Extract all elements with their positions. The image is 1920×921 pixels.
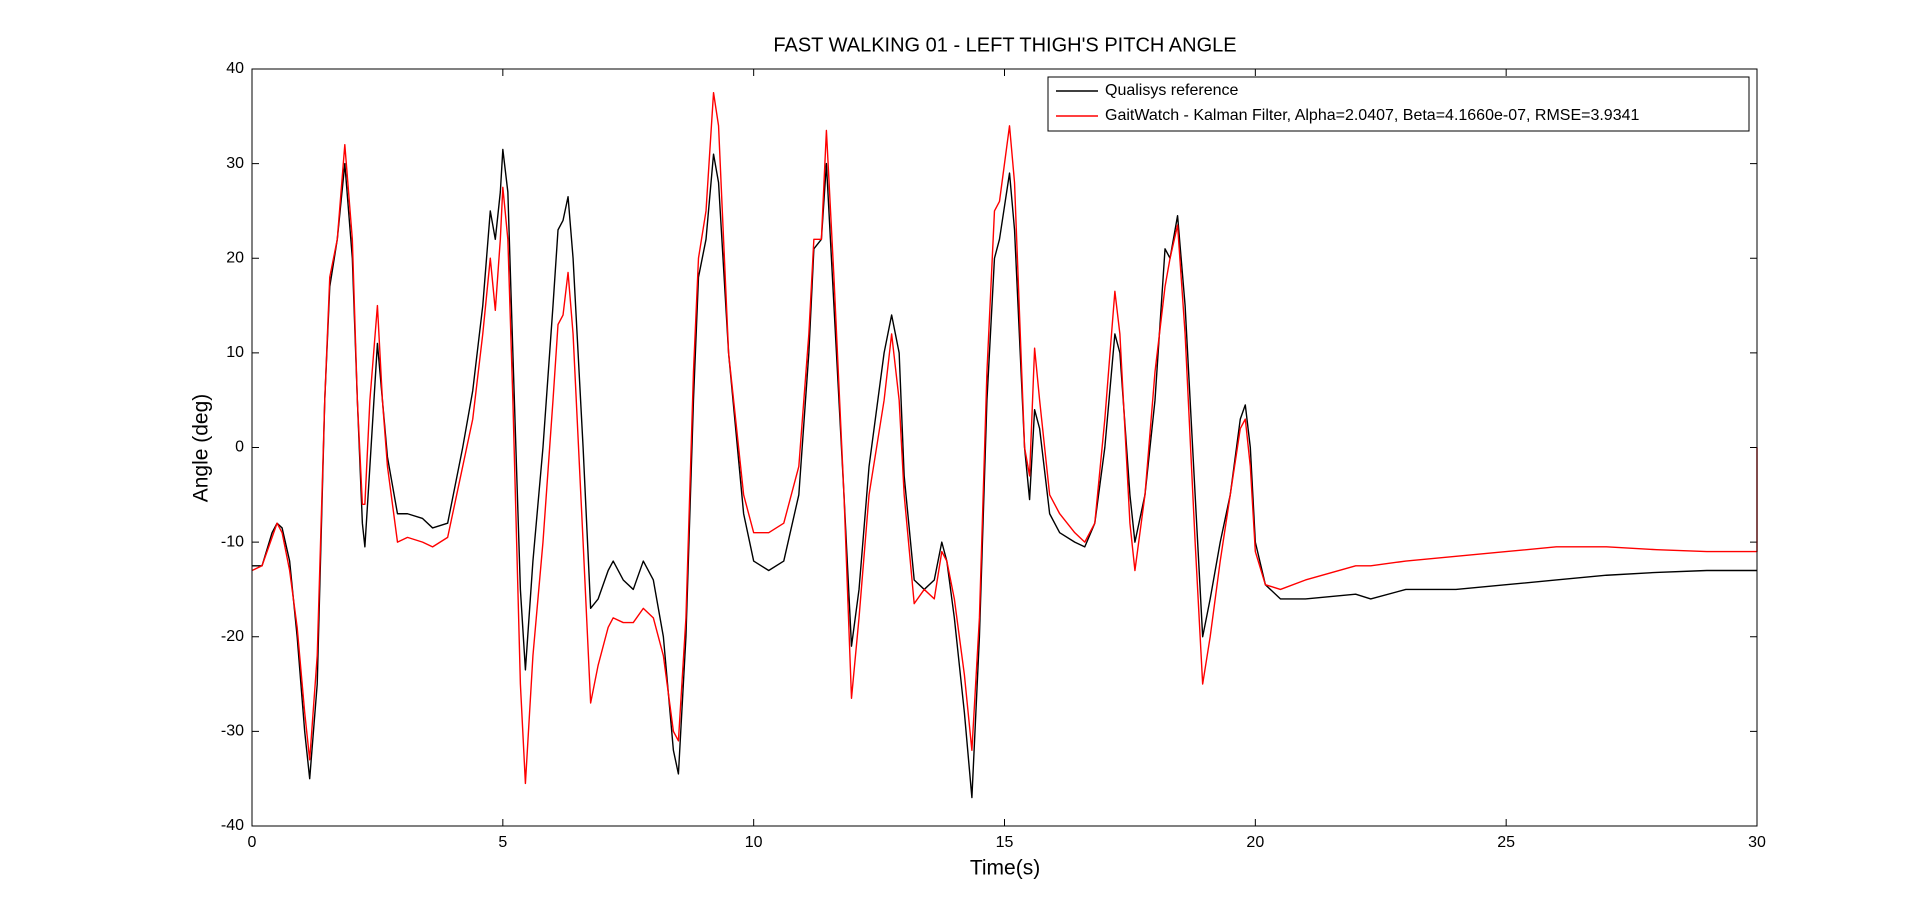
y-axis-label: Angle (deg) — [190, 394, 213, 503]
axes-frame — [251, 68, 1758, 827]
chart-title: FAST WALKING 01 - LEFT THIGH'S PITCH ANG… — [773, 34, 1236, 56]
y-tick-label: 20 — [226, 249, 244, 266]
y-tick-label: 0 — [235, 439, 244, 456]
legend-label: Qualisys reference — [1105, 82, 1238, 99]
x-axis-label: Time(s) — [970, 857, 1040, 880]
y-tick-label: 40 — [226, 60, 244, 77]
x-tick-label: 25 — [1497, 834, 1515, 851]
y-tick-label: -30 — [221, 723, 244, 740]
plot-area — [252, 69, 1757, 826]
x-tick-label: 10 — [745, 834, 763, 851]
x-tick-label: 15 — [996, 834, 1014, 851]
y-tick-label: 10 — [226, 344, 244, 361]
y-tick-label: -20 — [221, 628, 244, 645]
y-tick-label: -10 — [221, 533, 244, 550]
data-line — [251, 91, 1758, 785]
legend-box — [1047, 76, 1750, 132]
x-tick-label: 5 — [498, 834, 507, 851]
y-tick-label: 30 — [226, 155, 244, 172]
legend: Qualisys reference GaitWatch - Kalman Fil… — [1047, 76, 1750, 132]
legend-label: GaitWatch - Kalman Filter, Alpha=2.0407,… — [1105, 107, 1640, 124]
x-tick-label: 30 — [1748, 834, 1766, 851]
x-tick-label: 0 — [248, 834, 257, 851]
x-tick-label: 20 — [1246, 834, 1264, 851]
y-tick-label: -40 — [221, 817, 244, 834]
data-line — [252, 148, 1757, 799]
